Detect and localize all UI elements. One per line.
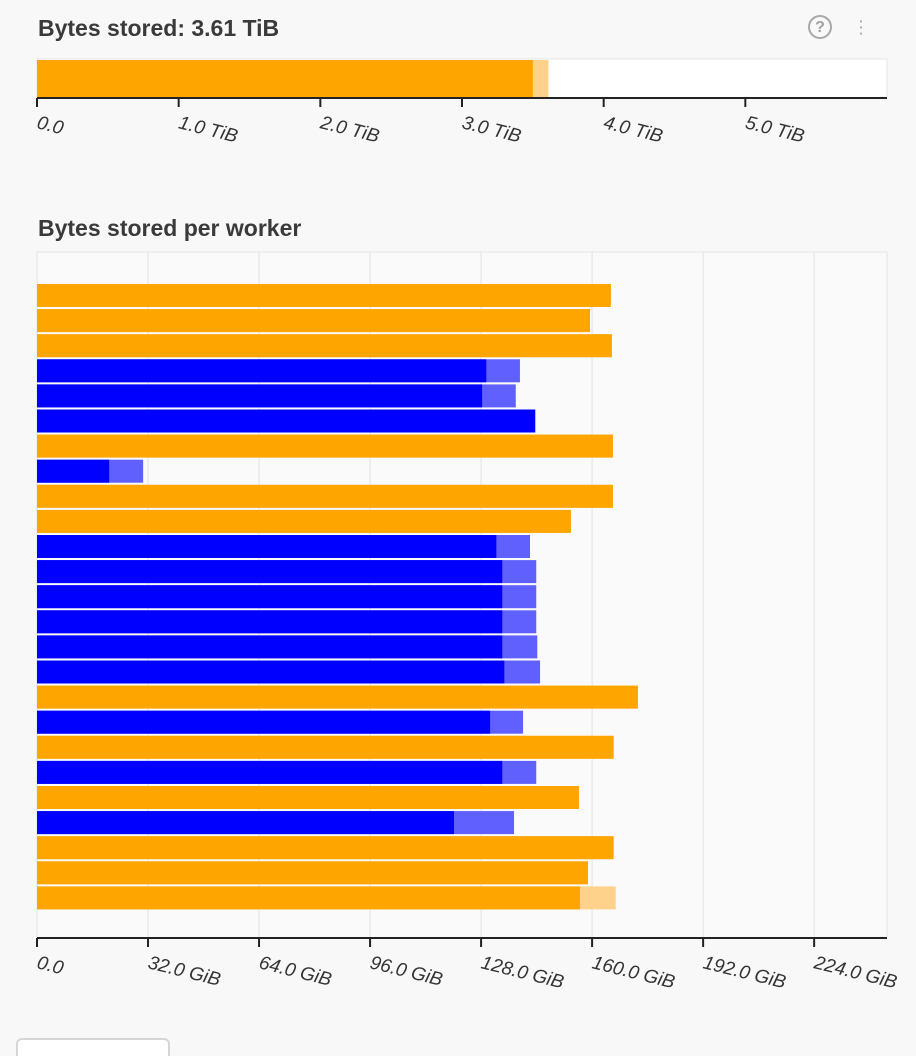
x-tick-label: 3.0 TiB — [460, 112, 524, 147]
x-tick-label: 128.0 GiB — [479, 952, 566, 993]
x-tick-label: 5.0 TiB — [743, 112, 807, 147]
worker-bar — [37, 384, 483, 408]
worker-bar — [37, 735, 614, 759]
bytes-stored-per-worker-title: Bytes stored per worker — [38, 215, 302, 241]
x-tick-label: 64.0 GiB — [257, 952, 334, 990]
worker-bar — [37, 409, 536, 433]
worker-bar — [37, 459, 110, 483]
worker-bar — [37, 560, 503, 584]
worker-bar — [37, 585, 503, 609]
x-tick-label: 32.0 GiB — [146, 952, 223, 990]
worker-bar — [37, 660, 505, 684]
x-tick-label: 4.0 TiB — [601, 112, 665, 147]
x-tick-label: 192.0 GiB — [701, 952, 788, 993]
bottom-panel-button[interactable] — [16, 1038, 170, 1056]
worker-bar — [37, 786, 579, 809]
question-circle-icon[interactable]: ? — [808, 15, 832, 39]
worker-bar — [37, 610, 503, 634]
bytes-stored-title: Bytes stored: 3.61 TiB — [38, 15, 280, 41]
worker-bar — [37, 309, 591, 333]
worker-bar — [37, 434, 613, 458]
worker-bar — [37, 509, 571, 533]
bytes-per-worker-chart: 0.0 32.0 GiB 64.0 GiB 96.0 GiB 128.0 GiB 160.… — [35, 251, 899, 993]
x-tick-label: 0.0 — [35, 112, 66, 139]
worker-bar — [37, 635, 503, 659]
worker-bar — [37, 760, 503, 784]
x-tick-label: 160.0 GiB — [590, 952, 677, 993]
x-tick-label: 0.0 — [35, 952, 66, 979]
worker-bar — [37, 861, 588, 885]
vertical-dots-icon[interactable]: ⋮ — [852, 17, 870, 37]
worker-bar — [37, 334, 612, 358]
worker-bar — [37, 811, 455, 835]
worker-bar — [37, 359, 487, 383]
worker-bar — [37, 284, 611, 307]
x-tick-label: 224.0 GiB — [811, 952, 899, 993]
bytes-stored-chart: 0.0 1.0 TiB 2.0 TiB 3.0 TiB 4.0 TiB 5.0 TiB — [35, 58, 888, 147]
worker-bar — [37, 535, 497, 558]
x-tick-label: 1.0 TiB — [176, 112, 240, 147]
total-bar — [37, 60, 533, 97]
worker-bar — [37, 710, 491, 734]
x-tick-label: 2.0 TiB — [317, 112, 382, 147]
worker-bar — [37, 685, 638, 709]
worker-bar — [37, 836, 614, 860]
worker-bar — [37, 886, 580, 910]
worker-bar — [37, 484, 613, 508]
x-tick-label: 96.0 GiB — [368, 952, 445, 990]
